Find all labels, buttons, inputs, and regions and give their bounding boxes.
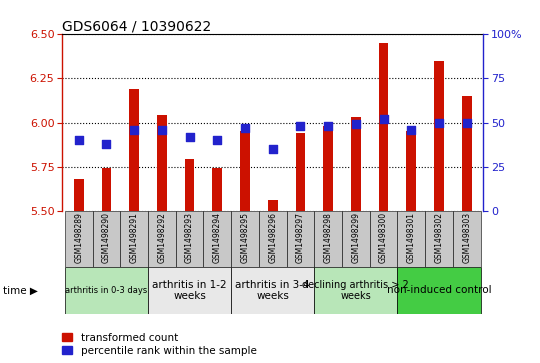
Bar [268,200,278,211]
Bar [102,168,111,211]
Point [241,125,249,131]
Point [379,116,388,122]
Bar [397,211,425,267]
Bar [351,117,361,211]
Text: GSM1498292: GSM1498292 [157,212,166,263]
Bar [453,211,481,267]
Bar [204,211,231,267]
Text: GSM1498294: GSM1498294 [213,212,222,263]
Point [324,123,333,129]
Text: declining arthritis > 2
weeks: declining arthritis > 2 weeks [302,280,409,301]
Bar [314,267,397,314]
Bar [462,96,471,211]
Legend: transformed count, percentile rank within the sample: transformed count, percentile rank withi… [62,333,256,356]
Text: GSM1498297: GSM1498297 [296,212,305,263]
Bar [65,267,148,314]
Point [102,141,111,147]
Bar [176,211,204,267]
Point [213,137,221,143]
Text: GSM1498299: GSM1498299 [352,212,360,263]
Text: GSM1498296: GSM1498296 [268,212,277,263]
Text: non-induced control: non-induced control [387,285,491,295]
Bar [314,211,342,267]
Bar [295,133,305,211]
Text: GSM1498289: GSM1498289 [74,212,83,263]
Point [296,123,305,129]
Bar [379,43,388,211]
Text: arthritis in 1-2
weeks: arthritis in 1-2 weeks [152,280,227,301]
Bar [407,131,416,211]
Text: GSM1498293: GSM1498293 [185,212,194,263]
Text: GSM1498300: GSM1498300 [379,212,388,263]
Point [407,127,416,132]
Bar [323,126,333,211]
Bar [148,267,231,314]
Point [462,119,471,125]
Text: arthritis in 0-3 days: arthritis in 0-3 days [65,286,147,295]
Bar [74,179,84,211]
Bar [342,211,370,267]
Point [435,119,443,125]
Bar [240,131,250,211]
Bar [65,211,92,267]
Bar [129,89,139,211]
Bar [92,211,120,267]
Text: GSM1498295: GSM1498295 [240,212,249,263]
Bar [231,211,259,267]
Point [352,121,360,127]
Text: GDS6064 / 10390622: GDS6064 / 10390622 [62,19,211,33]
Bar [259,211,287,267]
Point [185,134,194,139]
Bar [397,267,481,314]
Point [158,127,166,132]
Bar [120,211,148,267]
Bar [148,211,176,267]
Bar [212,168,222,211]
Text: GSM1498301: GSM1498301 [407,212,416,263]
Text: GSM1498291: GSM1498291 [130,212,139,263]
Text: time ▶: time ▶ [3,285,38,295]
Point [130,127,138,132]
Text: arthritis in 3-4
weeks: arthritis in 3-4 weeks [235,280,310,301]
Bar [185,159,194,211]
Text: GSM1498302: GSM1498302 [435,212,443,263]
Bar [157,115,167,211]
Text: GSM1498290: GSM1498290 [102,212,111,263]
Bar [231,267,314,314]
Point [268,146,277,152]
Bar [425,211,453,267]
Bar [370,211,397,267]
Bar [287,211,314,267]
Point [75,137,83,143]
Bar [434,61,444,211]
Text: GSM1498298: GSM1498298 [323,212,333,263]
Text: GSM1498303: GSM1498303 [462,212,471,263]
